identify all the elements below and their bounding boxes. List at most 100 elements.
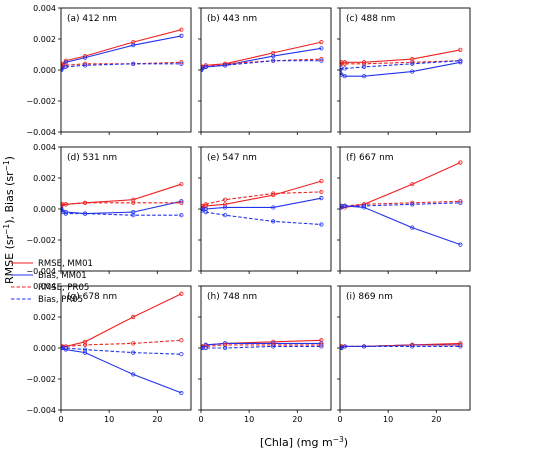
x-tick-label: 0 xyxy=(58,415,63,424)
series-line xyxy=(61,208,182,216)
panel-frame xyxy=(200,146,332,272)
data-point xyxy=(458,58,463,63)
panel-plot-area xyxy=(61,182,184,218)
data-point xyxy=(179,338,184,343)
data-point xyxy=(222,205,228,210)
data-point xyxy=(271,58,276,63)
data-point xyxy=(131,372,136,377)
x-tick-label: 20 xyxy=(152,415,162,424)
series-line xyxy=(340,205,461,246)
data-point xyxy=(271,344,276,349)
panel-title: (b) 443 nm xyxy=(207,14,257,24)
panel-5: (e) 547 nm xyxy=(198,146,332,274)
panels: −0.004 −0.002 0.000 0.002 0.004 (a) 412 nm (b)… xyxy=(26,4,471,424)
legend-label: RMSE, MM01 xyxy=(38,259,93,269)
x-axis-label: [Chla] (mg m−3) xyxy=(260,435,348,449)
series-line xyxy=(61,347,182,355)
panel-title: (i) 869 nm xyxy=(346,292,393,302)
panel-frame xyxy=(60,285,192,411)
y-axis-label-sup2: −1 xyxy=(2,160,11,171)
data-point xyxy=(131,314,136,320)
data-point xyxy=(179,352,184,357)
data-point xyxy=(319,189,324,195)
panel-plot-area xyxy=(340,160,463,247)
legend-label: RMSE, PR05 xyxy=(38,283,89,293)
data-point xyxy=(271,191,276,196)
y-tick-label: −0.004 xyxy=(26,406,56,415)
data-point xyxy=(61,210,65,215)
x-tick-label: 10 xyxy=(244,415,254,424)
data-point xyxy=(319,46,324,51)
data-point xyxy=(410,344,415,349)
panel-plot-area xyxy=(340,47,463,79)
y-tick-label: 0.000 xyxy=(33,344,56,353)
y-tick-label: 0.004 xyxy=(33,4,56,13)
data-point xyxy=(201,208,205,213)
data-point xyxy=(222,213,228,218)
y-tick-label: −0.002 xyxy=(26,375,56,384)
data-point xyxy=(203,64,208,70)
panel-frame xyxy=(200,285,332,411)
series-line xyxy=(201,47,322,71)
panel-title: (a) 412 nm xyxy=(67,14,117,24)
x-tick-label: 10 xyxy=(104,415,114,424)
data-point xyxy=(179,61,184,66)
x-tick-label: 0 xyxy=(337,415,342,424)
data-point xyxy=(458,342,463,347)
data-point xyxy=(179,33,184,39)
panel-title: (f) 667 nm xyxy=(346,153,394,163)
panel-6: (f) 667 nm xyxy=(337,146,471,274)
data-point xyxy=(410,225,415,230)
y-tick-label: 0.000 xyxy=(33,66,56,75)
data-point xyxy=(271,219,276,224)
panel-plot-area xyxy=(201,338,324,351)
y-tick-label: 0.002 xyxy=(33,313,56,322)
data-point xyxy=(82,200,88,205)
series-line xyxy=(340,161,461,208)
data-point xyxy=(342,74,347,79)
data-point xyxy=(361,74,367,79)
data-point xyxy=(458,242,463,247)
data-point xyxy=(203,344,208,349)
y-tick-label: −0.002 xyxy=(26,236,56,245)
x-axis-label-sup: −3 xyxy=(333,435,344,444)
data-point xyxy=(131,341,136,346)
data-point xyxy=(63,202,68,207)
data-point xyxy=(222,197,228,202)
panel-plot-area xyxy=(340,341,463,351)
series-line xyxy=(61,35,182,71)
data-point xyxy=(340,345,344,351)
data-point xyxy=(63,344,68,349)
data-point xyxy=(458,47,463,52)
data-point xyxy=(61,66,65,71)
series-line xyxy=(201,60,322,71)
panel-plot-area xyxy=(61,27,184,73)
series-line xyxy=(201,208,322,226)
y-tick-label: −0.004 xyxy=(26,267,56,276)
data-point xyxy=(179,390,184,396)
series-line xyxy=(340,60,461,65)
y-tick-label: 0.002 xyxy=(33,174,56,183)
y-tick-label: −0.004 xyxy=(26,128,56,137)
panel-8: 0 10 20 (h) 748 nm xyxy=(198,285,332,424)
data-point xyxy=(319,342,324,347)
data-point xyxy=(82,63,88,68)
data-point xyxy=(179,291,184,296)
data-point xyxy=(63,211,68,216)
y-tick-label: 0.004 xyxy=(33,282,56,291)
panel-title: (g) 678 nm xyxy=(67,292,117,302)
panel-title: (c) 488 nm xyxy=(346,14,395,24)
data-point xyxy=(342,61,347,66)
panel-title: (e) 547 nm xyxy=(207,153,257,163)
data-point xyxy=(271,53,276,59)
panel-frame xyxy=(200,7,332,133)
data-point xyxy=(131,200,136,205)
data-point xyxy=(131,213,136,218)
y-tick-label: 0.004 xyxy=(33,143,56,152)
data-point xyxy=(342,344,347,349)
data-point xyxy=(319,344,324,349)
data-point xyxy=(179,213,184,218)
x-tick-label: 10 xyxy=(383,415,393,424)
data-point xyxy=(361,64,367,70)
data-point xyxy=(410,61,415,66)
